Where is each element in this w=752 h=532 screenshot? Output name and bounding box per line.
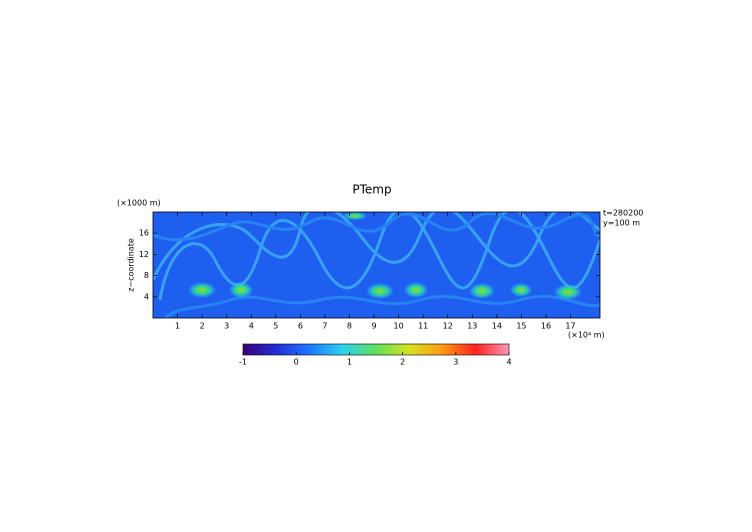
x-tick-label: 11 [418,322,428,331]
field [153,212,600,318]
y-axis-label: z−coordinate [127,238,136,292]
colorbar-tick-label: -1 [239,358,247,367]
colorbar-tick-label: 2 [400,358,405,367]
x-axis-label: (×10⁴ m) [568,331,605,340]
x-tick-label: 7 [322,322,327,331]
x-tick-label: 8 [347,322,352,331]
y-tick-label: 4 [144,292,149,301]
colorbar-tick-label: 4 [506,358,511,367]
colorbar [242,343,510,356]
x-tick-label: 1 [175,322,180,331]
x-tick-label: 17 [565,322,575,331]
colorbar-tick-label: 1 [347,358,352,367]
x-tick-label: 10 [394,322,404,331]
x-tick-label: 2 [200,322,205,331]
y-tick-label: 8 [144,271,149,280]
x-tick-label: 6 [298,322,303,331]
x-tick-label: 9 [371,322,376,331]
y-tick-label: 16 [139,229,149,238]
colorbar-tick-label: 0 [294,358,299,367]
x-tick-label: 14 [492,322,502,331]
x-tick-label: 12 [443,322,453,331]
x-tick-label: 4 [249,322,254,331]
y-tick-label: 12 [139,250,149,259]
x-tick-label: 5 [273,322,278,331]
x-tick-label: 13 [467,322,477,331]
colorbar-tick-label: 3 [453,358,458,367]
plot-frame [152,211,601,319]
y-unit: (×1000 m) [117,199,161,208]
annotation: y=100 m [603,219,640,228]
x-tick-label: 16 [541,322,551,331]
x-tick-label: 3 [224,322,229,331]
x-tick-label: 15 [516,322,526,331]
annotation: t=280200 [603,209,643,218]
chart-title: PTemp [352,183,391,197]
